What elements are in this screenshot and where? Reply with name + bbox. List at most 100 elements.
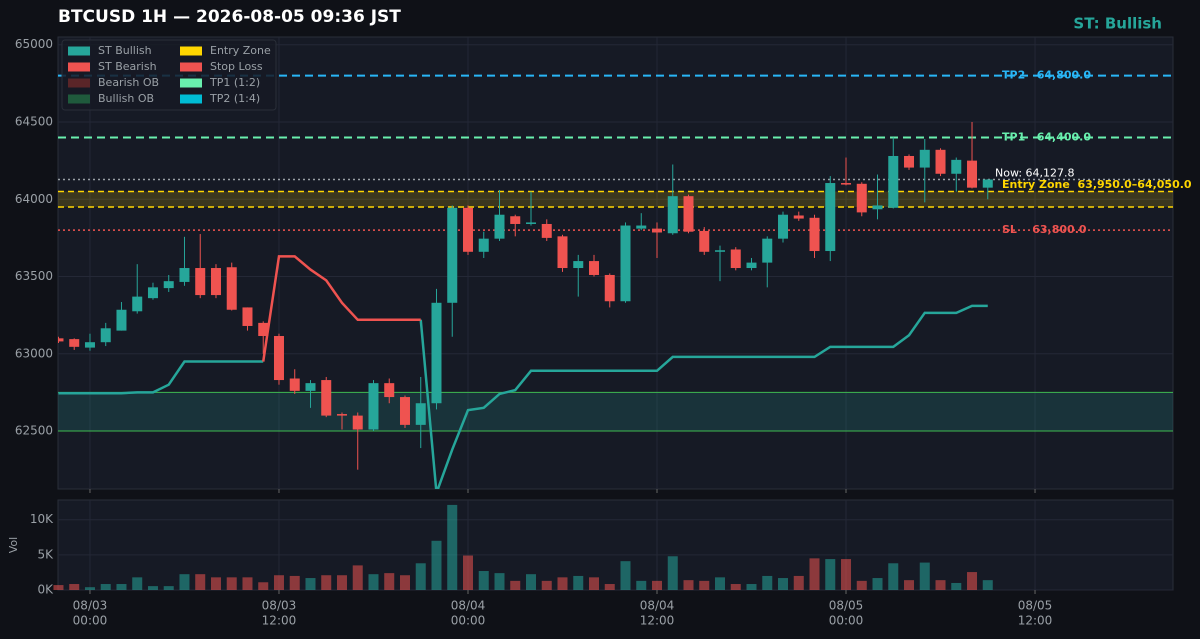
legend-swatch [180,78,202,88]
y-tick-label: 62500 [15,424,53,438]
volume-bar [982,580,993,590]
candle-body [336,414,347,416]
candle-body [100,328,111,343]
x-tick-label: 12:00 [1018,614,1053,628]
candle-body [321,380,332,416]
level-label: TP2 64,800.0 [1002,69,1091,82]
candle-body [778,214,789,239]
x-tick-label: 00:00 [73,614,108,628]
candle-body [589,261,600,275]
y-tick-label: 0K [37,583,54,597]
volume-bar [305,578,316,590]
volume-bar [368,574,379,590]
candle-body [384,383,395,398]
candle-body [604,274,615,302]
candle-body [147,287,158,299]
candle-body [841,183,852,185]
legend-swatch [68,62,90,72]
legend-label: Bullish OB [98,92,154,105]
legend-label: ST Bullish [98,44,152,57]
volume-bar [778,578,789,590]
y-tick-label: 65000 [15,37,53,51]
volume-bar [620,561,631,590]
volume-bar [683,580,694,590]
volume-bar [494,573,505,590]
volume-bar [462,555,473,590]
candle-body [58,338,64,342]
candle-body [132,296,143,312]
candle-body [163,281,174,289]
candle-body [809,217,820,252]
volume-bar [793,575,804,590]
candle-body [557,236,568,269]
volume-bar [652,580,663,590]
volume-bar [557,577,568,590]
candle-body [904,155,915,168]
candle-body [478,238,489,252]
volume-bar [888,563,899,590]
volume-bar [384,573,395,590]
candle-body [746,262,757,269]
legend-swatch [68,46,90,56]
volume-bar [163,586,174,590]
candle-body [210,268,221,296]
candle-body [258,322,269,337]
volume-bar [699,580,710,590]
candle-body [195,268,206,296]
volume-bar [541,580,552,590]
candle-body [793,215,804,219]
y-tick-label: 63500 [15,269,53,283]
volume-bar [525,574,536,590]
legend-box [61,39,277,111]
chart-title: BTCUSD 1H — 2026-08-05 09:36 JST [58,7,401,27]
candle-body [399,397,410,425]
volume-bar [967,572,978,590]
volume-bar [273,575,284,590]
volume-bar [510,580,521,590]
candle-body [494,214,505,239]
x-tick-label: 00:00 [829,614,864,628]
candle-body [415,403,426,425]
volume-bar [636,580,647,590]
volume-bar [321,575,332,590]
supertrend-line [261,255,421,362]
volume-bar [69,584,80,590]
volume-bar [841,559,852,590]
candle-body [368,383,379,430]
candle-body [525,222,536,224]
candle-body [888,155,899,208]
volume-bar [415,563,426,590]
candle-body [667,196,678,234]
legend-label: Entry Zone [210,44,271,57]
volume-bar [951,582,962,590]
candle-body [935,149,946,174]
legend-swatch [180,62,202,72]
volume-bar [447,504,458,590]
volume-bar [289,575,300,590]
x-tick-label: 08/04 [451,599,486,613]
volume-bar [715,577,726,590]
candle-body [919,149,930,168]
candle-body [510,216,521,224]
volume-bar [336,575,347,590]
y-tick-label: 64500 [15,114,53,128]
candle-body [352,415,363,430]
volume-bar [809,558,820,590]
volume-bar [352,565,363,590]
candle-body [636,225,647,229]
x-tick-label: 08/05 [829,599,864,613]
candle-body [462,207,473,252]
volume-bar [604,584,615,590]
volume-bar [935,580,946,590]
candle-body [699,230,710,252]
volume-bar [100,584,111,590]
volume-bar [195,574,206,590]
candle-body [305,383,316,391]
candle-body [856,183,867,213]
candle-body [652,228,663,233]
legend-label: TP1 (1:2) [209,76,260,89]
volume-bar [147,586,158,590]
candle-body [289,378,300,391]
bullish-ob-zone [58,392,1173,432]
